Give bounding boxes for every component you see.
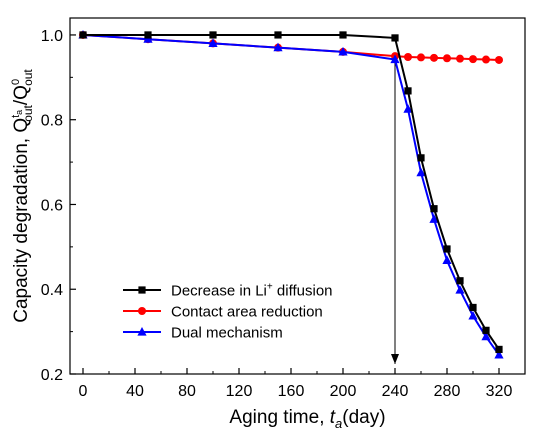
data-point	[494, 349, 504, 359]
data-point	[456, 277, 464, 285]
x-tick-label: 120	[226, 383, 253, 400]
data-point	[417, 53, 425, 62]
y-tick-label: 1.0	[41, 28, 63, 45]
data-point	[338, 46, 348, 56]
data-point	[430, 205, 438, 213]
legend-label: Decrease in Li+ diffusion	[171, 282, 333, 300]
axes-layer: 0 40 80 120 160 200 240 280 320 0.2 0.4 0.6 0.8 1.0	[41, 17, 526, 400]
axis-titles: Aging time, ta(day) Capacity degradation,…	[10, 69, 386, 431]
data-point	[403, 104, 413, 113]
series-line	[83, 33, 500, 350]
legend-marker	[138, 307, 146, 315]
data-point	[209, 31, 217, 39]
x-tick-label: 240	[382, 383, 409, 400]
series-0	[79, 31, 503, 354]
x-tick-label: 40	[126, 383, 144, 400]
y-tick-label: 0.2	[41, 367, 63, 384]
legend-label: Dual mechanism	[171, 325, 283, 342]
data-point	[417, 154, 425, 162]
y-tick-label: 0.8	[41, 113, 63, 130]
x-axis-title: Aging time, ta(day)	[229, 407, 385, 431]
y-tick-label: 0.6	[41, 197, 63, 214]
data-point	[273, 42, 283, 52]
legend-item: Dual mechanism	[123, 325, 283, 342]
data-point	[468, 310, 478, 320]
legend-item: Decrease in Li+ diffusion	[123, 282, 333, 300]
data-point	[443, 245, 451, 253]
data-point	[469, 55, 477, 64]
y-tick-label: 0.4	[41, 282, 63, 299]
series-2	[78, 29, 504, 359]
series-line	[82, 33, 500, 356]
legend-marker	[138, 286, 146, 294]
legend-marker	[137, 327, 147, 336]
data-point	[404, 52, 412, 61]
data-point	[481, 331, 491, 341]
legend-item: Contact area reduction	[123, 304, 323, 321]
data-point	[495, 55, 503, 64]
x-tick-label: 80	[178, 383, 196, 400]
x-tick-label: 280	[434, 383, 461, 400]
data-point	[79, 31, 87, 39]
data-point	[495, 345, 503, 354]
data-point	[443, 54, 451, 63]
data-point	[482, 326, 490, 334]
data-point	[482, 55, 490, 64]
data-point	[455, 285, 465, 294]
data-point	[429, 214, 439, 223]
data-point	[456, 54, 464, 63]
series-layer	[78, 29, 504, 359]
data-point	[390, 54, 400, 64]
data-point	[208, 38, 218, 48]
data-point	[404, 87, 412, 95]
x-tick-label: 200	[330, 383, 357, 400]
data-point	[442, 255, 452, 265]
data-point	[144, 31, 152, 39]
plot-frame	[69, 17, 526, 375]
y-axis-title: Capacity degradation, Qtaout/Q0out	[10, 69, 35, 323]
x-tick-label: 0	[79, 383, 88, 400]
data-point	[339, 31, 347, 39]
data-point	[391, 34, 399, 42]
data-point	[469, 303, 477, 312]
legend: Decrease in Li+ diffusion Contact area re…	[123, 282, 333, 342]
legend-label: Contact area reduction	[171, 304, 323, 321]
x-tick-label: 160	[278, 383, 305, 400]
x-tick-label: 320	[486, 383, 513, 400]
data-point	[416, 167, 426, 177]
data-point	[430, 53, 438, 62]
data-point	[274, 31, 282, 39]
